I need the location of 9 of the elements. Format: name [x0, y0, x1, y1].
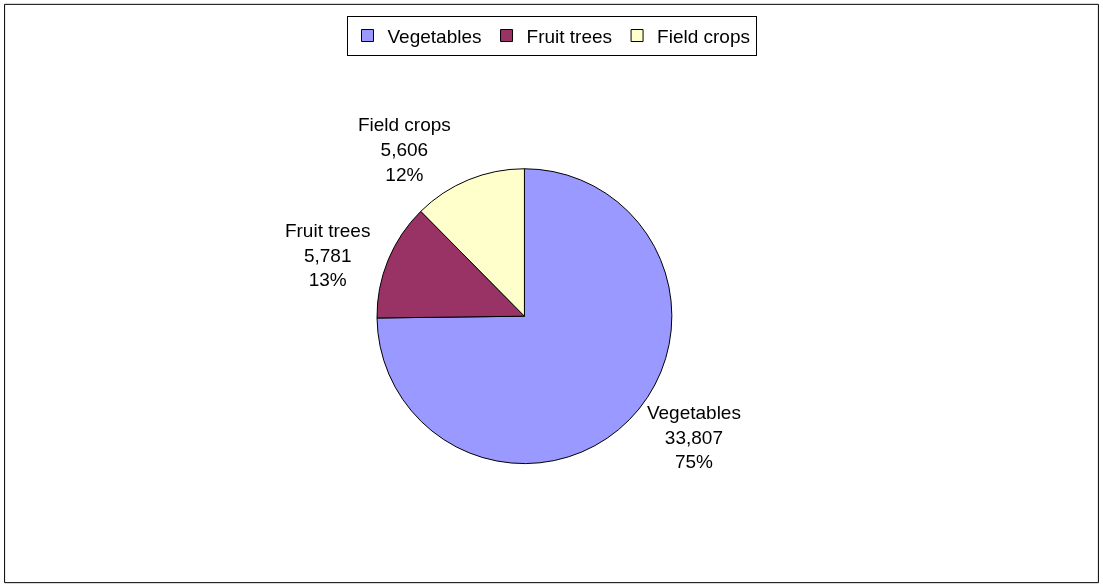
legend-label: Vegetables [387, 25, 482, 47]
slice-label: Fruit trees [284, 219, 371, 241]
slice-label: Field crops [357, 114, 451, 136]
data-label: 5,606 12% [380, 139, 429, 185]
data-label: 5,781 13% [303, 244, 352, 291]
data-label: 33,807 75% [664, 426, 723, 473]
slice-label: Vegetables [646, 401, 741, 423]
legend-label: Field crops [657, 25, 750, 47]
legend-label: Fruit trees [526, 25, 613, 47]
